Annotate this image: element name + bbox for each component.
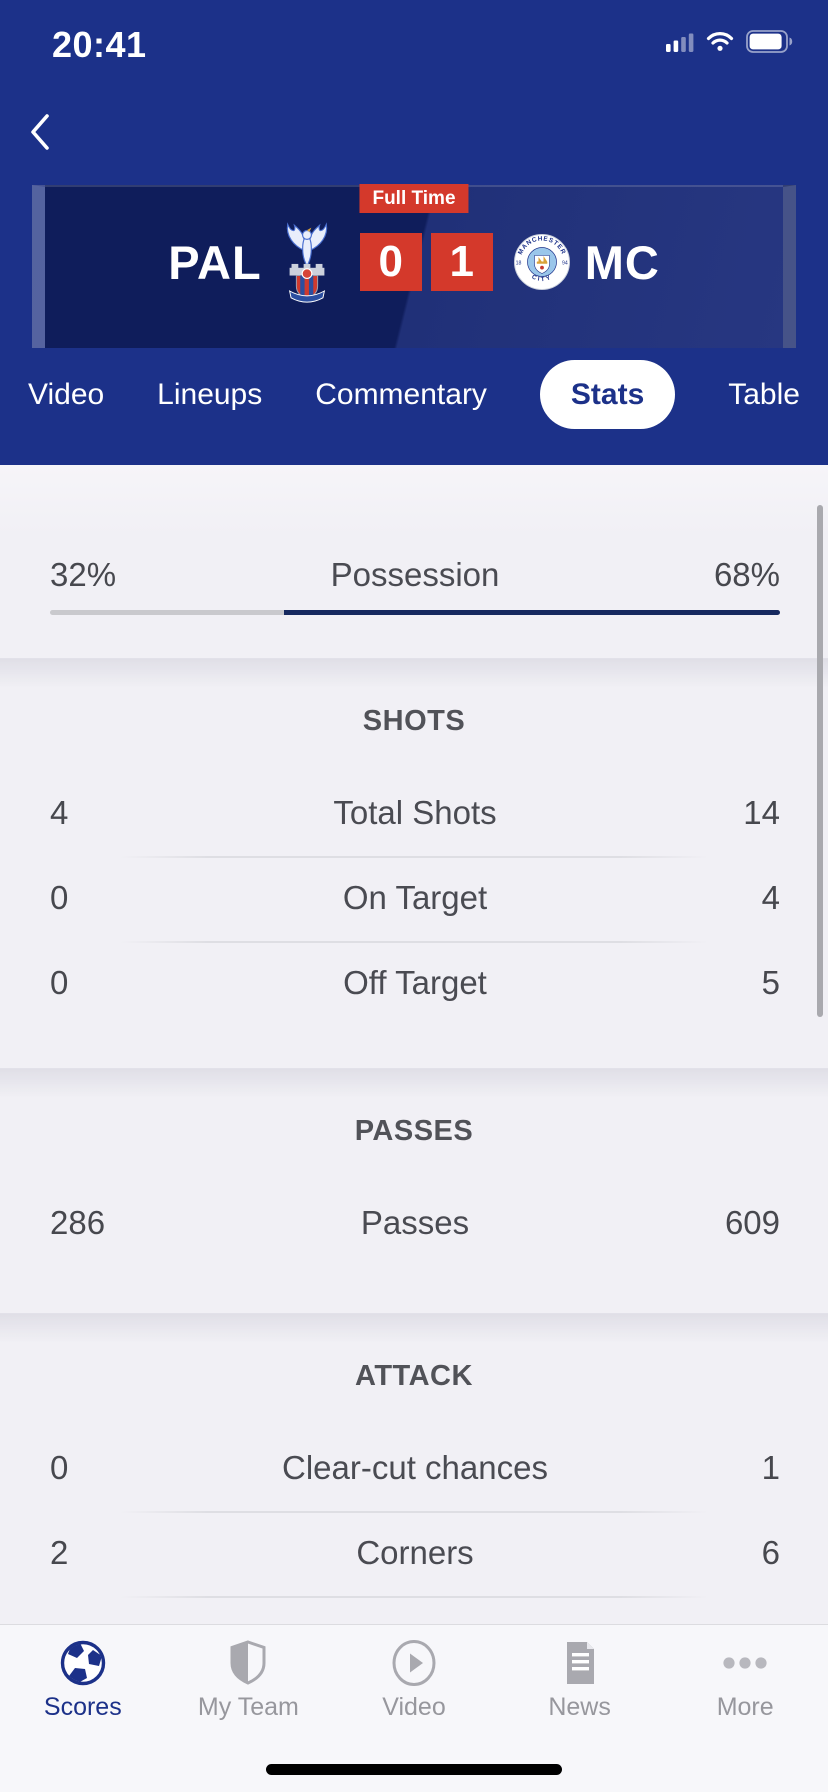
nav-label: News <box>548 1693 611 1721</box>
svg-text:CITY: CITY <box>530 274 553 284</box>
svg-text:94: 94 <box>562 260 568 266</box>
tab-label: Lineups <box>157 377 263 411</box>
play-circle-icon <box>389 1636 439 1690</box>
away-score: 1 <box>430 233 493 291</box>
stat-row: 2 Corners 6 <box>0 1511 828 1577</box>
stat-label: Clear-cut chances <box>282 1449 548 1486</box>
section-title: ATTACK <box>355 1360 473 1392</box>
scoreline: PAL <box>45 221 783 303</box>
stat-label: Passes <box>360 1204 470 1241</box>
tab-label: Commentary <box>315 377 487 411</box>
stat-row: 0 Off Target 5 <box>0 941 828 1007</box>
nav-item-news[interactable]: News <box>497 1625 663 1792</box>
nav-item-scores[interactable]: Scores <box>0 1625 166 1792</box>
nav-item-video[interactable]: Video <box>331 1625 497 1792</box>
away-team-abbr: MC <box>584 235 660 289</box>
stats-sections: SHOTS 4 Total Shots 14 0 On Target 4 0 O… <box>0 465 828 1624</box>
stat-home-value: 0 <box>50 1449 69 1486</box>
possession-bar <box>50 610 780 615</box>
crystal-palace-crest-icon <box>278 221 336 303</box>
bottom-nav: Scores My Team Video <box>0 1624 828 1792</box>
stat-row: 0 Clear-cut chances 1 <box>0 1444 828 1492</box>
stat-home-value: 0 <box>50 964 69 1001</box>
section-title: SHOTS <box>362 705 466 737</box>
stats-section: ATTACK 0 Clear-cut chances 1 2 Corners 6 <box>0 1313 828 1598</box>
svg-text:18: 18 <box>515 260 521 266</box>
possession-label: Possession <box>330 556 500 593</box>
battery-icon <box>746 30 794 58</box>
status-time: 20:41 <box>52 24 147 65</box>
possession-away-value: 68% <box>713 556 780 593</box>
row-divider <box>120 856 708 858</box>
tab[interactable]: Stats <box>539 360 676 429</box>
stat-label: Total Shots <box>333 794 497 831</box>
ellipsis-icon <box>719 1636 771 1690</box>
home-score: 0 <box>359 233 422 291</box>
home-team-abbr: PAL <box>168 235 262 289</box>
stat-away-value: 14 <box>743 794 780 831</box>
section-divider <box>0 1068 828 1105</box>
stats-section: SHOTS 4 Total Shots 14 0 On Target 4 0 O… <box>0 658 828 1007</box>
row-divider <box>120 1511 708 1513</box>
home-indicator[interactable] <box>266 1764 562 1775</box>
tab-label: Table <box>728 377 800 411</box>
stat-away-value: 609 <box>724 1204 780 1241</box>
news-icon <box>557 1636 603 1690</box>
section-title: PASSES <box>354 1115 474 1147</box>
nav-label: My Team <box>197 1693 299 1721</box>
scoreboard: Full Time PAL <box>32 184 796 348</box>
stat-away-value: 4 <box>761 879 780 916</box>
stat-away-value: 5 <box>761 964 780 1001</box>
stat-label: Off Target <box>343 964 487 1001</box>
tab-label: Video <box>28 377 105 411</box>
shield-icon <box>224 1636 272 1690</box>
cellular-signal-icon <box>666 31 694 58</box>
stats-content: 32% Possession 68% SHOTS 4 Total Shots 1… <box>0 465 828 1624</box>
section-divider <box>0 658 828 695</box>
stat-label: Corners <box>356 1534 474 1571</box>
stat-home-value: 0 <box>50 879 69 916</box>
wifi-icon <box>706 31 734 57</box>
manchester-city-crest-icon: MANCHESTER CITY 18 94 <box>513 233 571 291</box>
match-status-badge: Full Time <box>359 184 469 213</box>
match-tabs: Video Lineups Commentary Stats Table <box>28 360 800 429</box>
nav-item-my-team[interactable]: My Team <box>166 1625 332 1792</box>
status-icons <box>666 30 794 58</box>
scrollbar[interactable] <box>817 505 823 1017</box>
stat-label: On Target <box>342 879 488 916</box>
nav-label: Video <box>382 1693 446 1721</box>
chevron-left-icon <box>28 112 52 157</box>
nav-item-more[interactable]: More <box>662 1625 828 1792</box>
stats-section: PASSES 286 Passes 609 <box>0 1068 828 1247</box>
possession-away-bar <box>283 610 780 615</box>
tab-label: Stats <box>570 377 645 411</box>
tab[interactable]: Video <box>28 360 104 429</box>
stat-row: 286 Passes 609 <box>0 1199 828 1247</box>
stat-home-value: 286 <box>50 1204 106 1241</box>
stat-home-value: 4 <box>50 794 69 831</box>
stat-away-value: 6 <box>761 1534 780 1571</box>
header-area: 20:41 <box>0 0 828 465</box>
stat-home-value: 2 <box>50 1534 69 1571</box>
tab[interactable]: Commentary <box>315 360 487 429</box>
stat-row: 0 On Target 4 <box>0 856 828 922</box>
tab[interactable]: Table <box>728 360 800 429</box>
stat-row: 4 Total Shots 14 <box>0 789 828 837</box>
football-icon <box>58 1636 108 1690</box>
possession-home-value: 32% <box>50 556 117 593</box>
possession-home-bar <box>50 610 284 615</box>
row-divider <box>120 941 708 943</box>
possession-row: 32% Possession 68% <box>50 551 780 599</box>
stat-away-value: 1 <box>761 1449 780 1486</box>
section-divider <box>0 1313 828 1350</box>
nav-label: Scores <box>43 1693 122 1721</box>
nav-label: More <box>716 1693 774 1721</box>
back-button[interactable] <box>14 104 66 164</box>
tab[interactable]: Lineups <box>157 360 262 429</box>
